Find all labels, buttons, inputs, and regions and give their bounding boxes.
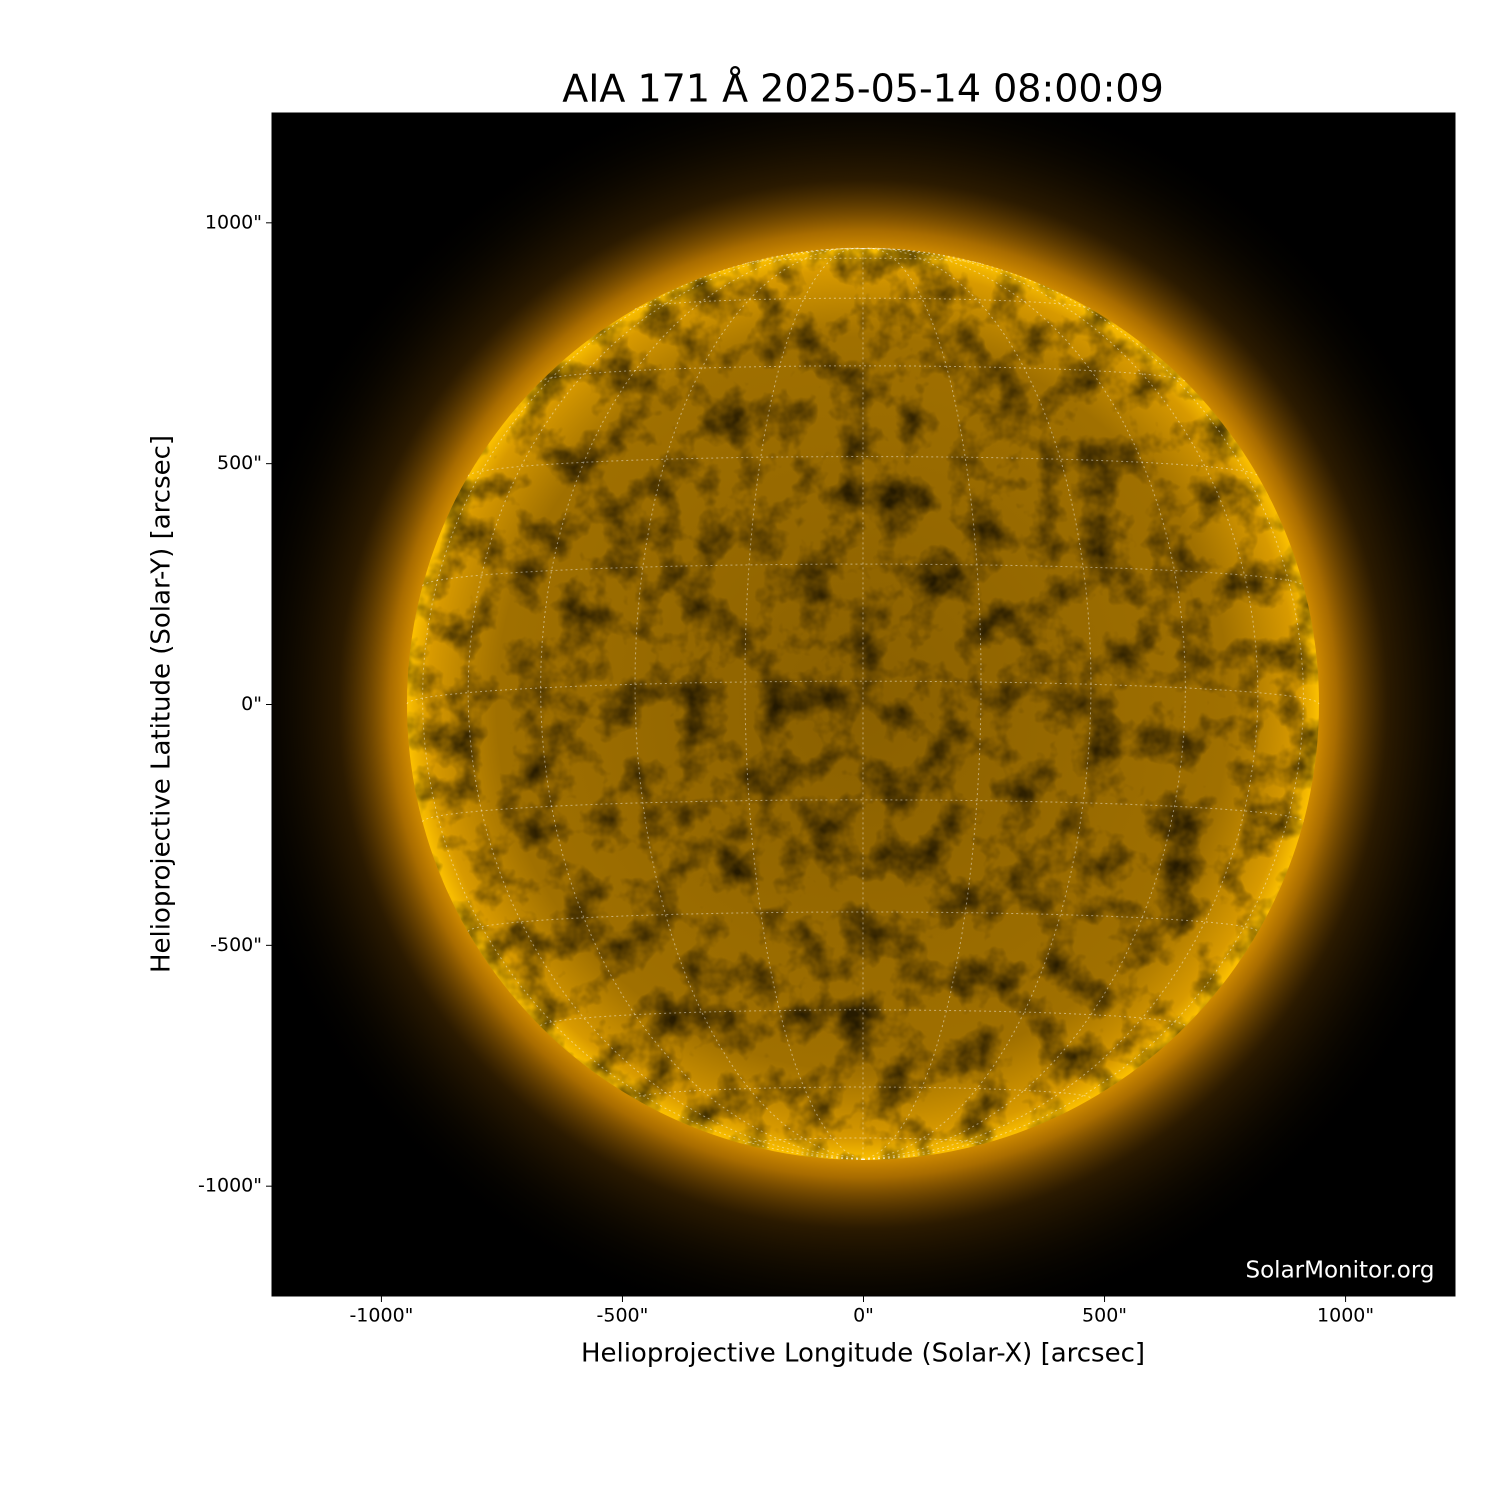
y-tick-label: -1000" — [198, 1175, 262, 1197]
y-tick-label: 1000" — [205, 211, 262, 233]
latitude-line — [422, 563, 1304, 587]
longitude-line — [467, 248, 864, 1160]
latitude-line — [634, 1086, 1092, 1099]
longitude-line — [862, 248, 1305, 1160]
y-tick-label: 0" — [241, 693, 262, 715]
x-tick-label: -1000" — [349, 1305, 413, 1327]
texture — [407, 248, 1319, 1160]
latitude-line — [744, 1137, 982, 1145]
longitude-line — [862, 248, 1259, 1160]
y-tick-label: -500" — [210, 934, 262, 956]
longitude-line — [744, 247, 864, 1160]
x-axis-label: Helioprojective Longitude (Solar-X) [arc… — [581, 1339, 1145, 1369]
x-tick-label: 500" — [1082, 1305, 1127, 1327]
latitude-line — [634, 297, 1092, 310]
y-tick-label: 500" — [217, 452, 262, 474]
x-tick-label: 0" — [853, 1305, 874, 1327]
heliographic-grid — [406, 247, 1320, 1160]
watermark: SolarMonitor.org — [1246, 1258, 1435, 1284]
y-axis-label: Helioprojective Latitude (Solar-Y) [arcs… — [147, 435, 177, 973]
x-tick-label: 1000" — [1317, 1305, 1374, 1327]
longitude-line — [862, 247, 982, 1160]
x-tick-label: -500" — [597, 1305, 649, 1327]
title: AIA 171 Å 2025-05-14 08:00:09 — [562, 67, 1164, 111]
latitude-line — [467, 911, 1259, 932]
solar-image — [272, 113, 1455, 1296]
longitude-line — [634, 247, 864, 1160]
latitude-line — [467, 455, 1259, 477]
disk-texture — [407, 248, 1319, 1160]
latitude-line — [422, 799, 1304, 823]
longitude-line — [862, 247, 1092, 1160]
longitude-line — [421, 248, 864, 1160]
latitude-line — [744, 257, 982, 265]
